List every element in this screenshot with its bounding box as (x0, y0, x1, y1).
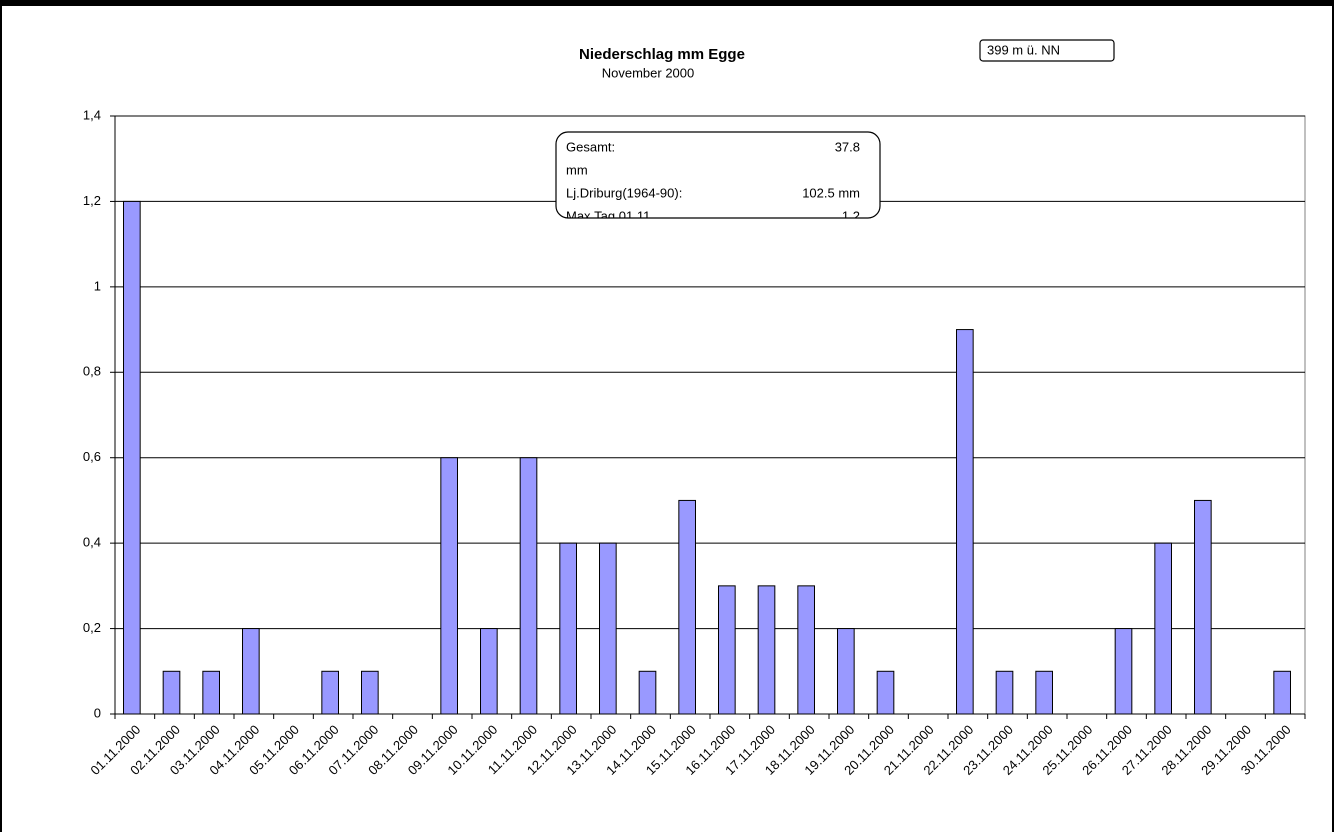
chart-title: Niederschlag mm Egge (579, 46, 745, 63)
bar (519, 457, 538, 715)
bar (242, 628, 260, 715)
y-tick-label: 0,6 (83, 449, 101, 464)
info-box-text: Gesamt: 37.8 mm Lj.Driburg(1964-90): 102.5 m… (566, 139, 860, 223)
bar (1273, 670, 1291, 715)
info-label: Gesamt: (566, 139, 615, 154)
bar (876, 670, 895, 715)
bar (321, 670, 339, 715)
info-value: 102.5 mm (802, 185, 860, 200)
info-label: Max.Tag 01.11. (566, 208, 654, 223)
bar (638, 670, 657, 715)
info-label: Lj.Driburg(1964-90): (566, 185, 682, 200)
bar (559, 542, 577, 715)
info-value: 37.8 (835, 139, 860, 154)
bar (995, 670, 1014, 715)
y-tick-label: 1,2 (83, 193, 101, 208)
elevation-box (979, 39, 1115, 62)
bar (1194, 499, 1212, 715)
y-tick-label: 0,8 (83, 364, 101, 379)
elevation-label: 399 m ü. NN (987, 42, 1060, 57)
y-tick-label: 1,4 (83, 107, 101, 122)
bar (202, 670, 220, 715)
bar (797, 585, 815, 715)
y-tick-label: 0 (94, 705, 101, 720)
bar (718, 585, 736, 715)
y-tick-label: 1 (94, 278, 101, 293)
bar (1114, 628, 1133, 715)
bar (123, 200, 141, 715)
bar (757, 585, 776, 715)
info-label: mm (566, 162, 588, 177)
y-tick-label: 0,4 (83, 535, 101, 550)
bar (361, 670, 379, 715)
bar (599, 542, 617, 715)
bar (162, 670, 181, 715)
bar (678, 499, 696, 715)
bar (1035, 670, 1053, 715)
chart-subtitle: November 2000 (602, 65, 695, 80)
bar (956, 329, 974, 715)
bar (1154, 542, 1172, 715)
info-value: 1.2 (842, 208, 860, 223)
bar (837, 628, 855, 715)
info-box (555, 131, 881, 219)
y-tick-label: 0,2 (83, 620, 101, 635)
bar (440, 457, 458, 715)
bar (480, 628, 498, 715)
